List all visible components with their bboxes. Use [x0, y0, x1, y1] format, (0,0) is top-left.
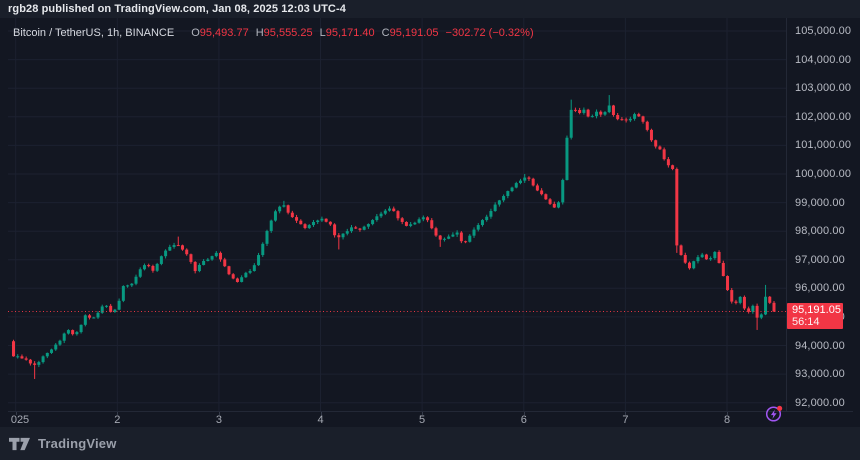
ohlc-value: 95,171.40 [325, 27, 375, 39]
price-tick-label: 94,000.00 [795, 339, 845, 352]
time-tick-mark [320, 412, 322, 415]
time-tick-label: 4 [317, 414, 324, 426]
boost-lightning-icon[interactable] [765, 405, 783, 423]
symbol-title[interactable]: Bitcoin / TetherUS, 1h, BINANCE [13, 27, 175, 39]
ohlc-key: L [319, 27, 326, 39]
notification-dot [777, 405, 783, 411]
time-tick-mark [15, 412, 17, 415]
price-tick-label: 96,000.00 [795, 282, 845, 295]
price-tick-label: 102,000.00 [795, 110, 852, 123]
ohlc-value: 95,493.77 [199, 27, 249, 39]
last-price-value: 95,191.05 [792, 303, 841, 316]
ohlc-key: H [255, 27, 264, 39]
price-tick-label: 101,000.00 [795, 139, 852, 152]
boost-circle [765, 406, 782, 422]
bar-countdown: 56:14 [792, 315, 820, 328]
price-tick-label: 100,000.00 [795, 168, 852, 180]
time-tick-label: 025 [10, 414, 30, 426]
last-price-label: 95,191.05 56:14 [787, 302, 843, 329]
brand-name: TradingView [38, 436, 117, 451]
tradingview-logo-icon [9, 437, 30, 450]
time-tick-label: 8 [723, 414, 731, 426]
price-tick-label: 97,000.00 [795, 253, 845, 266]
price-tick-label: 99,000.00 [795, 196, 845, 209]
time-tick-mark [117, 412, 119, 415]
tradingview-logo[interactable]: TradingView [8, 436, 117, 451]
ohlc-key: O [191, 27, 200, 39]
header-bar: rgb28 published on TradingView.com, Jan … [0, 0, 860, 18]
time-tick-mark [727, 412, 728, 415]
price-tick-label: 92,000.00 [795, 396, 845, 409]
change-value: −302.72 (−0.32%) [445, 27, 534, 39]
candlestick-chart[interactable] [8, 18, 786, 411]
time-tick-mark [218, 412, 220, 415]
time-tick-mark [625, 412, 627, 415]
ohlc-values: O95,493.77 H95,555.25 L95,171.40 C95,191.05 [184, 27, 438, 39]
price-tick-label: 103,000.00 [795, 82, 852, 95]
time-tick-label: 3 [215, 414, 222, 426]
footer-bar: TradingView [0, 427, 860, 460]
time-axis[interactable]: 025 2 3 4 5 6 7 8 [8, 411, 853, 427]
ohlc-key: C [381, 27, 390, 39]
ohlc-value: 95,191.05 [389, 27, 439, 39]
chart-widget: Bitcoin / TetherUS, 1h, BINANCE O95,493.… [0, 18, 860, 427]
price-tick-label: 93,000.00 [795, 368, 845, 381]
time-tick-mark [523, 412, 525, 415]
time-tick-mark [422, 412, 424, 415]
ohlc-value: 95,555.25 [263, 27, 313, 39]
time-tick-label: 5 [419, 414, 426, 426]
price-tick-label: 98,000.00 [795, 225, 845, 238]
chart-legend: Bitcoin / TetherUS, 1h, BINANCE O95,493.… [13, 26, 534, 40]
price-tick-label: 105,000.00 [795, 25, 852, 37]
price-tick-label: 104,000.00 [795, 53, 852, 66]
time-tick-label: 2 [114, 414, 121, 426]
price-axis[interactable]: 105,000.00 104,000.00 103,000.00 102,000.00… [786, 18, 853, 411]
time-tick-label: 7 [622, 414, 629, 426]
time-tick-label: 6 [520, 414, 527, 426]
published-note: rgb28 published on TradingView.com, Jan … [8, 3, 346, 15]
lightning-glyph [770, 409, 777, 419]
